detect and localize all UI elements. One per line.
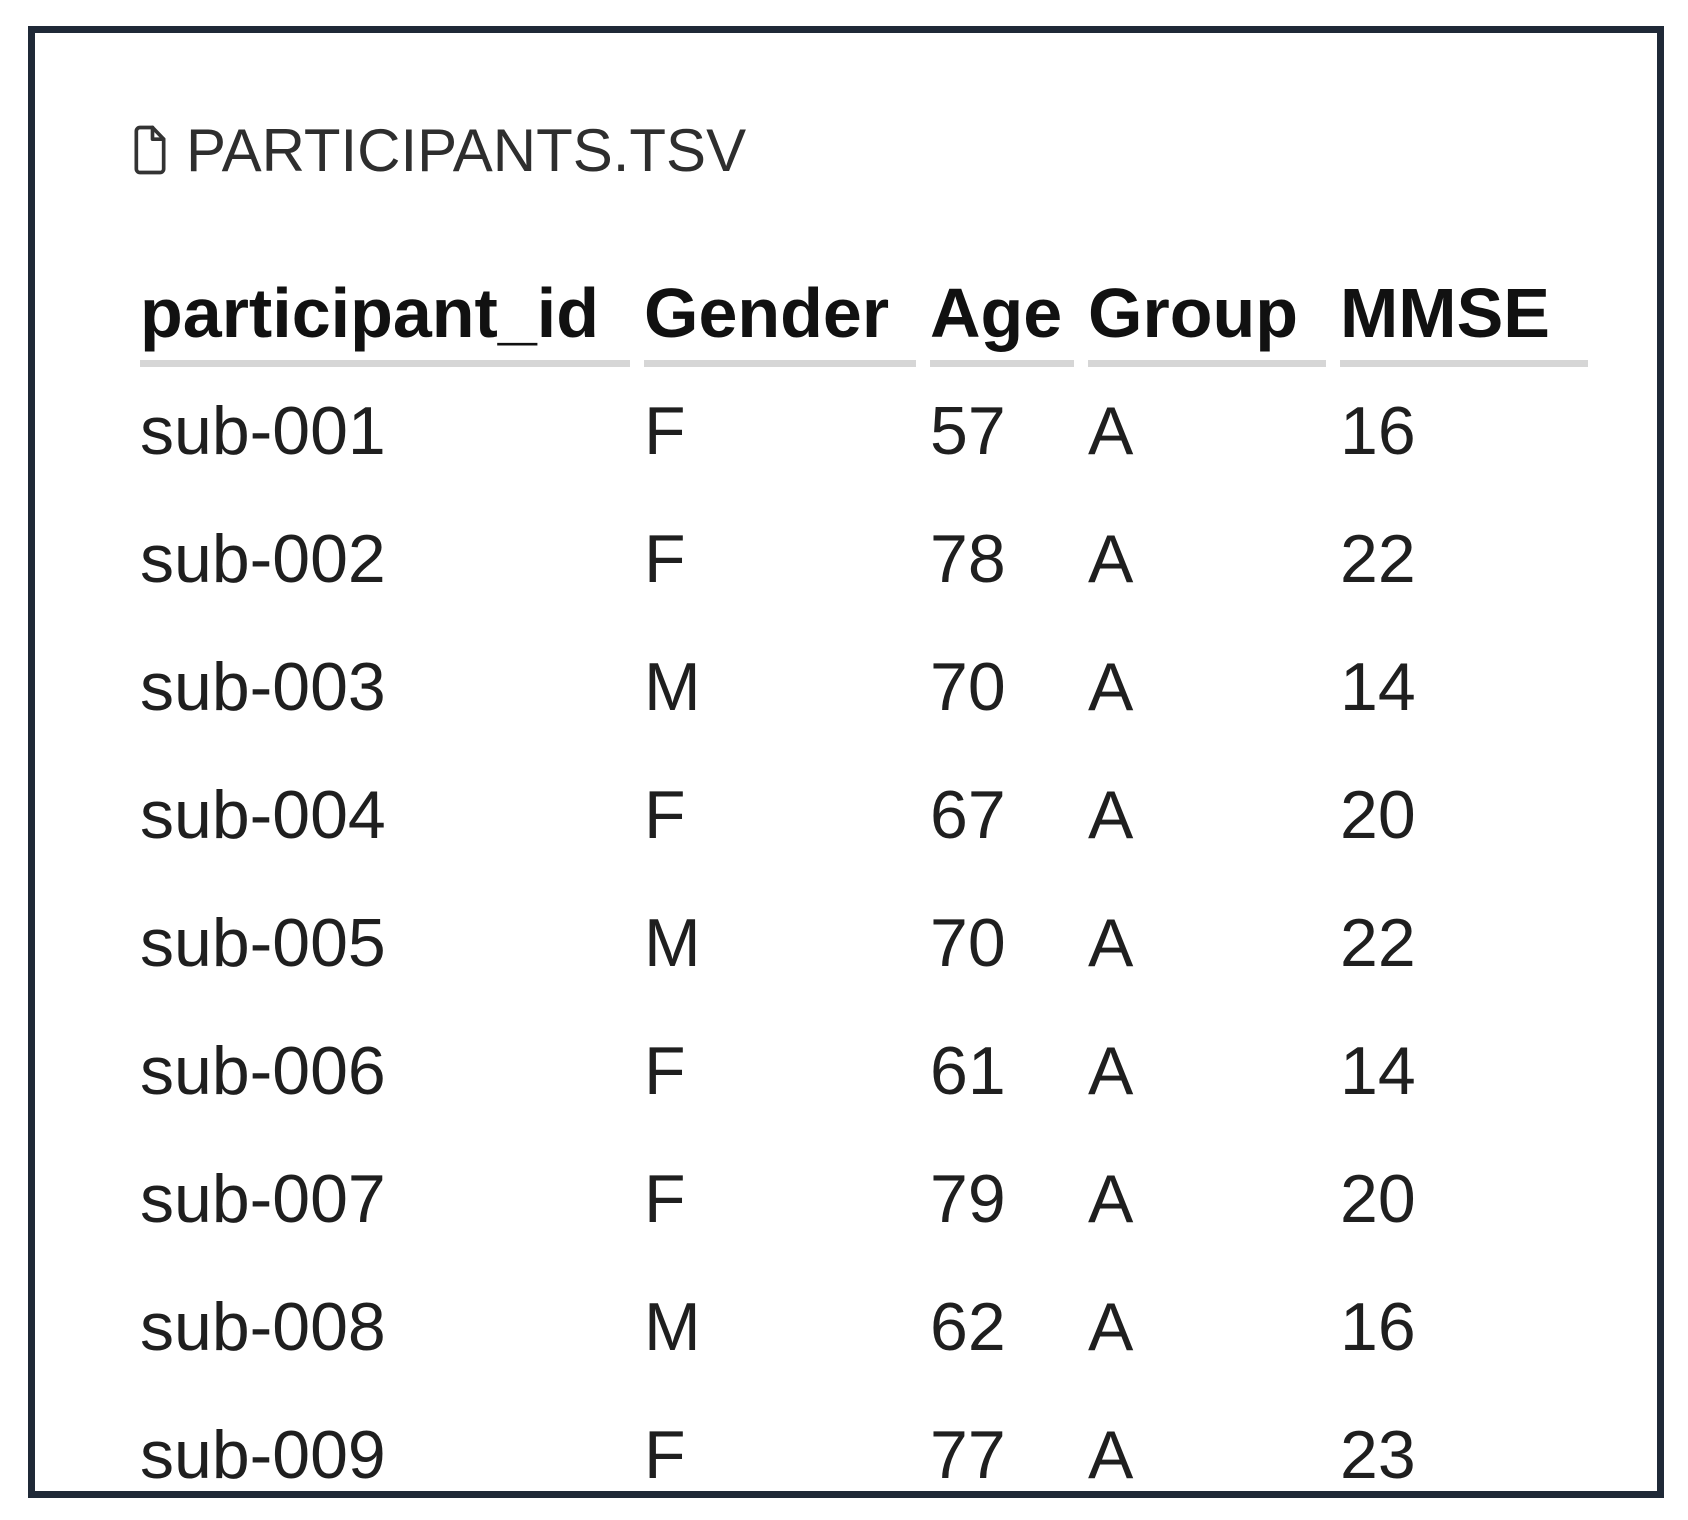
cell-gender-row1: F — [644, 393, 686, 469]
cell-age-row2: 78 — [930, 521, 1006, 597]
cell-group-row2: A — [1088, 521, 1134, 597]
cell-participant_id-row2: sub-002 — [140, 521, 386, 597]
cell-gender-row3: M — [644, 649, 701, 725]
cell-gender-row7: F — [644, 1161, 686, 1237]
cell-group-row6: A — [1088, 1033, 1134, 1109]
cell-age-row5: 70 — [930, 905, 1006, 981]
cell-mmse-row6: 14 — [1340, 1033, 1416, 1109]
cell-mmse-row4: 20 — [1340, 777, 1416, 853]
cell-participant_id-row9: sub-009 — [140, 1417, 386, 1493]
cell-participant_id-row3: sub-003 — [140, 649, 386, 725]
cell-group-row8: A — [1088, 1289, 1134, 1365]
cell-mmse-row3: 14 — [1340, 649, 1416, 725]
cell-age-row3: 70 — [930, 649, 1006, 725]
cell-age-row6: 61 — [930, 1033, 1006, 1109]
cell-age-row7: 79 — [930, 1161, 1006, 1237]
cell-group-row3: A — [1088, 649, 1134, 725]
cell-participant_id-row8: sub-008 — [140, 1289, 386, 1365]
column-header-participant_id: participant_id — [140, 265, 630, 367]
participants-table: participant_id Gender Age Group MMSE sub-001 F… — [140, 265, 1588, 1519]
file-preview-card: PARTICIPANTS.TSV participant_id Gender Age… — [28, 26, 1664, 1498]
cell-mmse-row2: 22 — [1340, 521, 1416, 597]
cell-gender-row8: M — [644, 1289, 701, 1365]
cell-age-row4: 67 — [930, 777, 1006, 853]
cell-gender-row2: F — [644, 521, 686, 597]
cell-mmse-row8: 16 — [1340, 1289, 1416, 1365]
column-header-age: Age — [930, 265, 1074, 367]
cell-age-row9: 77 — [930, 1417, 1006, 1493]
column-header-mmse: MMSE — [1340, 265, 1588, 367]
cell-participant_id-row7: sub-007 — [140, 1161, 386, 1237]
cell-group-row4: A — [1088, 777, 1134, 853]
cell-age-row1: 57 — [930, 393, 1006, 469]
file-title: PARTICIPANTS.TSV — [186, 116, 747, 184]
cell-group-row1: A — [1088, 393, 1134, 469]
cell-group-row9: A — [1088, 1417, 1134, 1493]
cell-gender-row5: M — [644, 905, 701, 981]
column-header-gender: Gender — [644, 265, 916, 367]
cell-gender-row6: F — [644, 1033, 686, 1109]
column-header-group: Group — [1088, 265, 1326, 367]
cell-gender-row9: F — [644, 1417, 686, 1493]
cell-group-row7: A — [1088, 1161, 1134, 1237]
cell-gender-row4: F — [644, 777, 686, 853]
cell-mmse-row1: 16 — [1340, 393, 1416, 469]
cell-group-row5: A — [1088, 905, 1134, 981]
file-titlebar: PARTICIPANTS.TSV — [130, 116, 747, 184]
cell-age-row8: 62 — [930, 1289, 1006, 1365]
file-icon — [134, 125, 166, 175]
cell-participant_id-row4: sub-004 — [140, 777, 386, 853]
cell-participant_id-row5: sub-005 — [140, 905, 386, 981]
cell-mmse-row7: 20 — [1340, 1161, 1416, 1237]
cell-participant_id-row6: sub-006 — [140, 1033, 386, 1109]
cell-mmse-row5: 22 — [1340, 905, 1416, 981]
cell-mmse-row9: 23 — [1340, 1417, 1416, 1493]
cell-participant_id-row1: sub-001 — [140, 393, 386, 469]
